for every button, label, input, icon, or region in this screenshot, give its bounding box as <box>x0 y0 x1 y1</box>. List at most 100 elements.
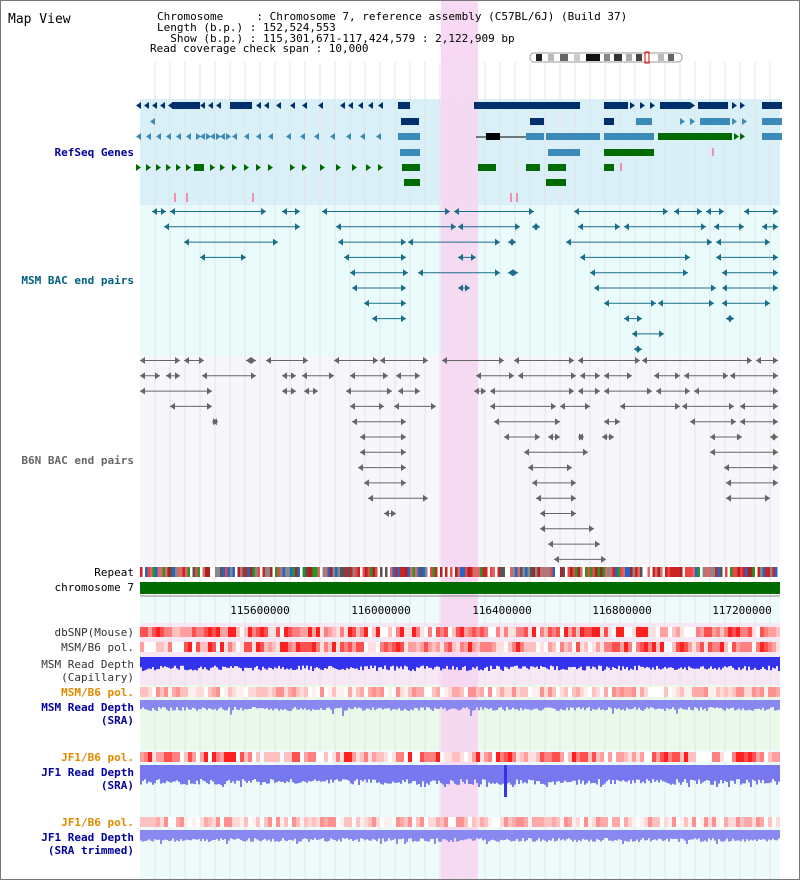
depth-bar <box>144 700 146 710</box>
depth-bar <box>418 700 420 711</box>
bac-end-arrow <box>454 208 459 215</box>
depth-bar <box>376 700 378 709</box>
depth-bar <box>464 830 466 840</box>
repeat-element <box>522 567 525 577</box>
highlight-region[interactable] <box>441 0 478 880</box>
heat-cell <box>432 752 436 762</box>
depth-bar <box>604 765 606 784</box>
depth-bar <box>674 765 676 785</box>
depth-bar <box>200 700 202 710</box>
bac-end-arrow <box>690 418 695 426</box>
bac-end-arrow <box>535 433 540 441</box>
depth-bar <box>582 765 584 781</box>
depth-bar <box>660 765 662 780</box>
depth-bar <box>236 830 238 839</box>
gene-arrow <box>320 164 325 171</box>
depth-bar <box>636 830 638 840</box>
depth-bar <box>472 830 474 841</box>
repeat-element <box>647 567 650 577</box>
heat-cell <box>220 627 224 637</box>
bac-end-arrow <box>251 372 256 380</box>
depth-bar <box>556 765 558 782</box>
depth-bar <box>480 700 482 708</box>
jf1-read-depth-trimmed-label[interactable]: JF1 Read Depth <box>41 831 134 844</box>
repeat-element <box>745 567 748 577</box>
depth-bar <box>386 657 388 670</box>
bac-end-arrow <box>352 418 357 426</box>
bac-end-arrow <box>401 448 406 456</box>
heat-cell <box>484 752 488 762</box>
dbsnp-label[interactable]: dbSNP(Mouse) <box>55 626 134 639</box>
gene-arrow <box>176 164 181 171</box>
heat-cell <box>204 817 208 827</box>
depth-bar <box>248 657 250 668</box>
bac-end-arrow <box>164 223 169 231</box>
depth-bar <box>200 830 202 842</box>
repeat-track[interactable] <box>140 567 780 577</box>
msm-b6-pol-label[interactable]: MSM/B6 pol. <box>61 641 134 654</box>
refseq-label[interactable]: RefSeq Genes <box>55 146 134 159</box>
heat-cell <box>468 752 472 762</box>
depth-bar <box>256 765 258 782</box>
b6n-bac-track[interactable] <box>140 357 778 563</box>
heat-cell <box>688 687 692 697</box>
repeat-label[interactable]: Repeat <box>94 566 134 579</box>
read-depth-tracks[interactable] <box>140 657 780 844</box>
jf1-read-depth-sra-label[interactable]: JF1 Read Depth <box>41 766 134 779</box>
msm-b6-pol-sra-label[interactable]: MSM/B6 pol. <box>61 686 134 699</box>
repeat-element <box>357 567 360 577</box>
depth-bar <box>254 657 256 668</box>
heat-cell <box>236 752 240 762</box>
repeat-element <box>615 567 618 577</box>
bac-end-arrow <box>740 418 745 426</box>
depth-bar <box>270 830 272 842</box>
depth-bar <box>170 765 172 783</box>
bac-end-arrow <box>683 269 688 277</box>
msm-read-depth-sra-label[interactable]: MSM Read Depth <box>41 701 134 714</box>
depth-bar <box>724 830 726 841</box>
depth-bar <box>332 765 334 783</box>
refseq-genes-track[interactable] <box>136 102 782 202</box>
heat-cell <box>320 642 324 652</box>
chromosome-ideogram[interactable] <box>529 51 683 64</box>
repeat-element <box>565 567 568 577</box>
heat-cell <box>212 687 216 697</box>
depth-bar <box>390 700 392 711</box>
msm-read-depth-capillary-label[interactable]: MSM Read Depth <box>41 658 134 671</box>
b6n-bac-label[interactable]: B6N BAC end pairs <box>21 454 134 467</box>
heat-cell <box>560 687 564 697</box>
jf1-b6-pol-label[interactable]: JF1/B6 pol. <box>61 751 134 764</box>
heat-cell <box>660 627 664 637</box>
repeat-element <box>285 567 288 577</box>
depth-bar <box>442 765 444 785</box>
repeat-element <box>517 567 520 577</box>
bac-end-arrow <box>658 299 663 307</box>
heat-cell <box>144 642 148 652</box>
depth-bar <box>774 700 776 711</box>
heat-cell <box>364 752 368 762</box>
jf1-b6-pol-trimmed-label[interactable]: JF1/B6 pol. <box>61 816 134 829</box>
msm-bac-label[interactable]: MSM BAC end pairs <box>21 274 134 287</box>
msm-bac-track[interactable] <box>152 208 778 353</box>
heat-cell <box>580 627 584 637</box>
depth-bar <box>476 830 478 839</box>
heat-cell <box>288 627 292 637</box>
depth-bar <box>392 700 394 710</box>
polymorphism-heat-tracks[interactable] <box>140 627 780 827</box>
heat-cell <box>692 687 696 697</box>
heat-cell <box>356 817 360 827</box>
depth-bar <box>400 657 402 667</box>
heat-cell <box>412 627 416 637</box>
heat-cell <box>592 752 596 762</box>
heat-cell <box>156 752 160 762</box>
heat-cell <box>228 687 232 697</box>
repeat-element <box>612 567 615 577</box>
bac-end-arrow <box>773 223 778 231</box>
heat-cell <box>240 627 244 637</box>
depth-bar <box>396 830 398 844</box>
depth-bar <box>498 765 500 785</box>
heat-cell <box>740 752 744 762</box>
depth-bar <box>342 657 344 669</box>
bac-end-arrow <box>415 387 420 395</box>
depth-bar <box>164 765 166 784</box>
